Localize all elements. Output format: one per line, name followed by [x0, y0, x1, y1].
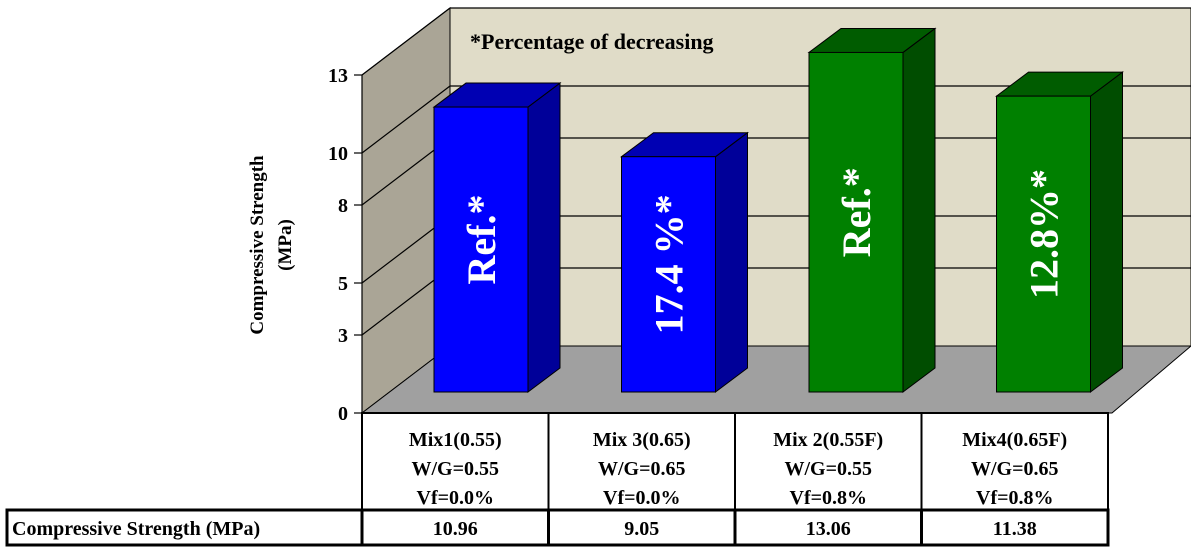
bar	[621, 156, 716, 393]
bar-label: Ref.*	[459, 195, 504, 285]
value-label: 13.06	[806, 518, 851, 540]
y-tick-label: 0	[338, 403, 348, 425]
bar	[808, 51, 904, 393]
bar-side	[715, 131, 748, 393]
category-label: Mix 2(0.55F)	[773, 429, 883, 451]
y-tick-label: 5	[338, 273, 348, 295]
y-tick-label: 13	[328, 65, 348, 87]
category-label: Vf=0.8%	[790, 487, 868, 509]
category-label: W/G=0.55	[784, 458, 872, 480]
category-label: W/G=0.65	[971, 458, 1059, 480]
y-tick-label: 3	[338, 325, 348, 347]
data-table: Mix1(0.55) W/G=0.55 Vf=0.0% Mix 3(0.65) W/G=…	[5, 412, 1110, 547]
category-label: W/G=0.65	[598, 458, 686, 480]
category-label: W/G=0.55	[411, 458, 499, 480]
category-label: Mix4(0.65F)	[962, 429, 1067, 451]
value-label: 11.38	[993, 518, 1037, 540]
bar	[996, 95, 1091, 393]
bar-side	[902, 27, 936, 393]
category-label: Mix 3(0.65)	[593, 429, 691, 451]
value-label: 10.96	[433, 518, 478, 540]
annotation: *Percentage of decreasing	[470, 29, 714, 54]
bar-label: 12.8%*	[1022, 169, 1067, 299]
bar-side	[527, 82, 561, 393]
gridline-side	[361, 85, 451, 154]
category-label: Vf=0.0%	[417, 487, 495, 509]
gridline-side	[361, 7, 451, 76]
y-tick-label: 8	[338, 195, 348, 217]
category-label: Vf=0.0%	[603, 487, 681, 509]
value-label: 9.05	[624, 518, 659, 540]
y-tick-label: 10	[328, 143, 348, 165]
y-axis-unit: (MPa)	[275, 219, 296, 271]
row-header: Compressive Strength (MPa)	[12, 518, 260, 540]
value-cell	[920, 508, 1110, 547]
category-label: Mix1(0.55)	[409, 429, 502, 451]
bar-side	[1090, 71, 1123, 393]
y-axis-label: Compressive Strength	[247, 155, 268, 335]
bars: Ref.* 17.4 %* Ref.* 12.8%*	[432, 27, 1124, 393]
bar	[433, 106, 529, 393]
category-label: Vf=0.8%	[976, 487, 1054, 509]
y-axis-ticks: 0 3 5 8 10 13	[328, 65, 363, 425]
bar-label: 17.4 %*	[647, 194, 692, 334]
bar-label: Ref.*	[834, 167, 879, 257]
